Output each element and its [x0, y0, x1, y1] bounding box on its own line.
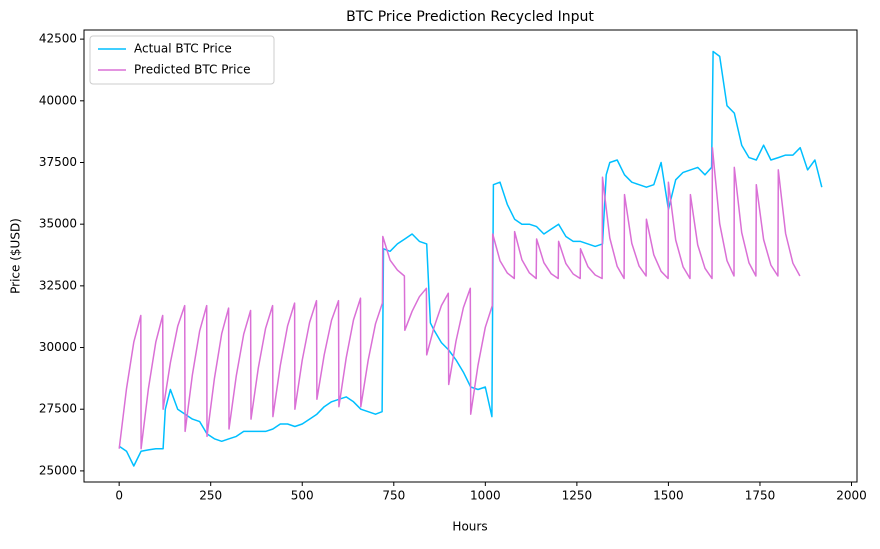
x-tick-label: 250 — [199, 489, 222, 503]
x-axis-label: Hours — [452, 520, 487, 534]
plot-frame — [83, 29, 858, 483]
x-tick-label: 1000 — [470, 489, 501, 503]
x-tick-label: 2000 — [836, 489, 867, 503]
y-tick-label: 35000 — [39, 217, 77, 231]
legend-label: Actual BTC Price — [134, 42, 232, 56]
y-tick-label: 40000 — [39, 93, 77, 107]
x-tick-label: 1250 — [562, 489, 593, 503]
y-tick-label: 42500 — [39, 32, 77, 46]
legend-label: Predicted BTC Price — [134, 63, 250, 77]
y-tick-label: 27500 — [39, 402, 77, 416]
y-tick-label: 30000 — [39, 340, 77, 354]
chart-title: BTC Price Prediction Recycled Input — [346, 9, 594, 25]
x-tick-label: 1500 — [653, 489, 684, 503]
x-tick-label: 500 — [291, 489, 314, 503]
y-tick-label: 25000 — [39, 463, 77, 477]
x-tick-label: 750 — [382, 489, 405, 503]
x-tick-label: 0 — [115, 489, 123, 503]
x-tick-label: 1750 — [745, 489, 776, 503]
y-tick-label: 37500 — [39, 155, 77, 169]
y-axis-label: Price ($USD) — [9, 218, 23, 294]
legend-box — [89, 35, 275, 85]
y-tick-label: 32500 — [39, 278, 77, 292]
series-line — [118, 146, 801, 450]
